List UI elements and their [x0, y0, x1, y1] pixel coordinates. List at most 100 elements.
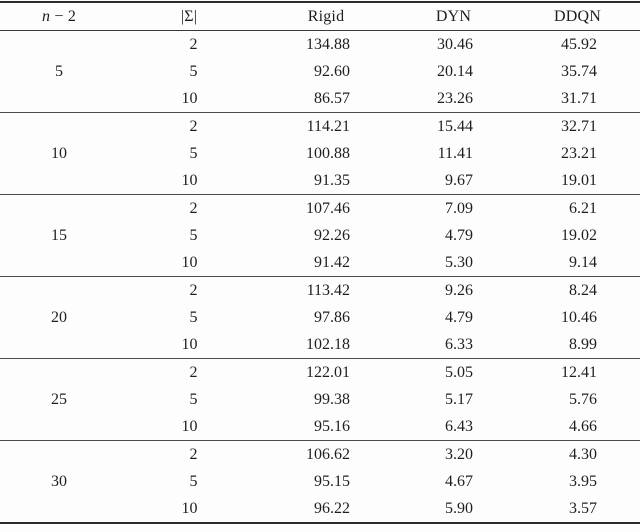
- row-group-n-20: 20 2 113.42 9.26 8.24 5 97.86 4.79 10.46 10 102.18…: [0, 277, 640, 359]
- table-row: 20 2 113.42 9.26 8.24: [0, 277, 640, 326]
- cell-ddqn: 4.66: [515, 413, 640, 441]
- table-row: 5 2 134.88 30.46 45.92: [0, 31, 640, 80]
- cell-ddqn: 3.57: [515, 495, 640, 523]
- cell-ddqn-value: 23.21: [561, 145, 597, 162]
- cell-rigid-value: 107.46: [306, 200, 350, 217]
- cell-dyn: 6.43: [392, 413, 515, 441]
- cell-sigma-value: 2: [189, 200, 198, 217]
- cell-ddqn-value: 10.46: [561, 309, 597, 326]
- cell-dyn-value: 4.79: [445, 309, 473, 326]
- cell-ddqn-value: 6.21: [569, 200, 597, 217]
- table-row: 10 91.35 9.67 19.01: [0, 167, 640, 195]
- cell-sigma-value: 5: [189, 391, 198, 408]
- cell-dyn-value: 5.30: [445, 254, 473, 271]
- cell-rigid-value: 100.88: [306, 145, 350, 162]
- cell-dyn-value: 30.46: [437, 36, 473, 53]
- cell-sigma: 2: [118, 113, 260, 141]
- cell-sigma-value: 5: [189, 145, 198, 162]
- table-row: 5 92.60 20.14 35.74: [0, 58, 640, 85]
- cell-dyn-value: 9.67: [445, 172, 473, 189]
- cell-rigid: 107.46: [260, 195, 392, 223]
- cell-ddqn: 19.01: [515, 167, 640, 195]
- cell-rigid-value: 91.42: [314, 254, 350, 271]
- table-row: 10 96.22 5.90 3.57: [0, 495, 640, 523]
- cell-sigma-value: 10: [181, 172, 198, 189]
- cell-dyn-value: 9.26: [445, 282, 473, 299]
- cell-dyn: 6.33: [392, 331, 515, 359]
- cell-ddqn-value: 45.92: [561, 36, 597, 53]
- cell-sigma-value: 5: [189, 309, 198, 326]
- cell-rigid: 91.42: [260, 249, 392, 277]
- cell-dyn: 5.30: [392, 249, 515, 277]
- cell-n-minus-2: 5: [55, 63, 63, 80]
- cell-rigid-value: 92.60: [314, 63, 350, 80]
- cell-rigid-value: 99.38: [314, 391, 350, 408]
- cell-dyn-value: 5.05: [445, 364, 473, 381]
- cell-ddqn-value: 4.30: [569, 446, 597, 463]
- cell-dyn-value: 6.33: [445, 336, 473, 353]
- cell-sigma: 2: [118, 441, 260, 469]
- cell-ddqn: 19.02: [515, 222, 640, 249]
- constant-2: 2: [67, 7, 77, 25]
- cell-dyn: 4.79: [392, 222, 515, 249]
- table-header: n − 2 |Σ| Rigid DYN DDQN: [0, 2, 640, 31]
- cell-rigid: 114.21: [260, 113, 392, 141]
- cell-dyn-value: 4.67: [445, 473, 473, 490]
- cell-dyn: 9.26: [392, 277, 515, 305]
- cell-dyn-value: 5.90: [445, 500, 473, 517]
- header-row: n − 2 |Σ| Rigid DYN DDQN: [0, 2, 640, 31]
- cell-rigid: 92.26: [260, 222, 392, 249]
- cell-ddqn: 31.71: [515, 85, 640, 113]
- cell-sigma-value: 2: [189, 364, 198, 381]
- cell-dyn: 7.09: [392, 195, 515, 223]
- cell-n-minus-2: 30: [51, 473, 67, 490]
- cell-dyn: 30.46: [392, 31, 515, 59]
- cell-ddqn-value: 8.99: [569, 336, 597, 353]
- cell-rigid-value: 95.16: [314, 418, 350, 435]
- cell-dyn: 15.44: [392, 113, 515, 141]
- cell-sigma: 5: [118, 304, 260, 331]
- cell-sigma-value: 10: [181, 90, 198, 107]
- cell-dyn-value: 11.41: [437, 145, 473, 162]
- cell-n-minus-2: 10: [51, 145, 67, 162]
- cell-sigma-value: 2: [189, 118, 198, 135]
- column-header-dyn: DYN: [392, 2, 515, 31]
- table-row: 15 2 107.46 7.09 6.21: [0, 195, 640, 244]
- row-group-n-5: 5 2 134.88 30.46 45.92 5 92.60 20.14 35.74 10 86.5…: [0, 31, 640, 113]
- cell-rigid: 122.01: [260, 359, 392, 387]
- table-row: 5 92.26 4.79 19.02: [0, 222, 640, 249]
- cell-ddqn: 23.21: [515, 140, 640, 167]
- cell-sigma-value: 5: [189, 63, 198, 80]
- row-group-n-30: 30 2 106.62 3.20 4.30 5 95.15 4.67 3.95 10 96.22 5.…: [0, 441, 640, 523]
- cell-sigma: 5: [118, 58, 260, 85]
- cell-dyn-value: 7.09: [445, 200, 473, 217]
- cell-sigma-value: 10: [181, 336, 198, 353]
- cell-sigma: 5: [118, 468, 260, 495]
- table-row: 10 86.57 23.26 31.71: [0, 85, 640, 113]
- cell-dyn: 20.14: [392, 58, 515, 85]
- cell-n-minus-2: 20: [51, 309, 67, 326]
- cell-sigma: 10: [118, 331, 260, 359]
- cell-ddqn-value: 3.57: [569, 500, 597, 517]
- cell-ddqn: 5.76: [515, 386, 640, 413]
- cell-sigma-value: 10: [181, 418, 198, 435]
- cell-ddqn-value: 9.14: [569, 254, 597, 271]
- cell-rigid: 91.35: [260, 167, 392, 195]
- cell-ddqn-value: 19.01: [561, 172, 597, 189]
- cell-dyn: 4.79: [392, 304, 515, 331]
- cell-dyn: 5.90: [392, 495, 515, 523]
- cell-sigma: 10: [118, 413, 260, 441]
- cell-rigid: 100.88: [260, 140, 392, 167]
- cell-sigma: 5: [118, 222, 260, 249]
- cell-dyn-value: 23.26: [437, 90, 473, 107]
- row-group-n-25: 25 2 122.01 5.05 12.41 5 99.38 5.17 5.76 10 95.16 6…: [0, 359, 640, 441]
- cell-dyn: 3.20: [392, 441, 515, 469]
- cell-ddqn-value: 12.41: [561, 364, 597, 381]
- cell-rigid-value: 113.42: [306, 282, 350, 299]
- table-row: 10 91.42 5.30 9.14: [0, 249, 640, 277]
- cell-dyn: 5.17: [392, 386, 515, 413]
- cell-sigma-value: 5: [189, 473, 198, 490]
- table-row: 5 99.38 5.17 5.76: [0, 386, 640, 413]
